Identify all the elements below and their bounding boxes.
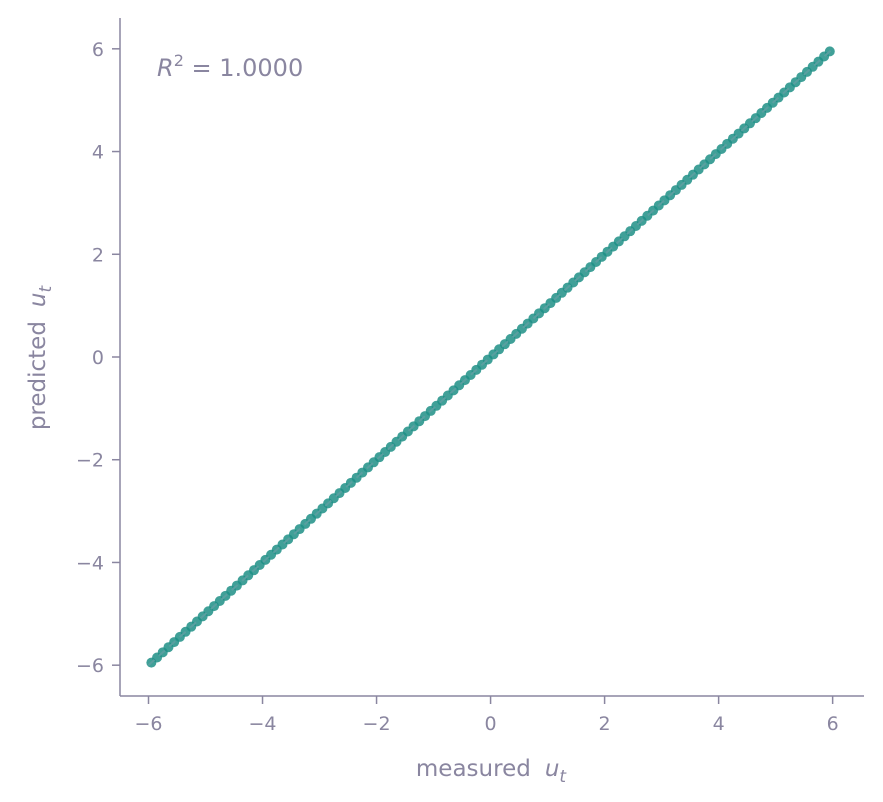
r-squared-annotation: R2 = 1.0000 (157, 51, 303, 82)
y-axis-label: predictedut (25, 284, 56, 430)
y-tick-label: 0 (92, 347, 104, 369)
x-tick-label: 4 (713, 713, 725, 735)
ticks: −6 −4 −2 0 2 4 6 −6 −4 −2 0 2 4 6 (76, 39, 839, 735)
x-tick-label: 6 (827, 713, 839, 735)
x-tick-label: 0 (485, 713, 497, 735)
y-tick-label: 6 (92, 39, 104, 61)
y-tick-label: −2 (76, 450, 104, 472)
x-tick-label: −6 (134, 713, 162, 735)
y-tick-label: −6 (76, 655, 104, 677)
x-tick-label: −2 (363, 713, 391, 735)
x-tick-label: 2 (599, 713, 611, 735)
y-tick-label: −4 (76, 552, 104, 574)
y-tick-label: 2 (92, 244, 104, 266)
y-tick-label: 4 (92, 142, 104, 164)
x-axis-label: measured ut (416, 756, 568, 787)
x-tick-label: −4 (249, 713, 277, 735)
